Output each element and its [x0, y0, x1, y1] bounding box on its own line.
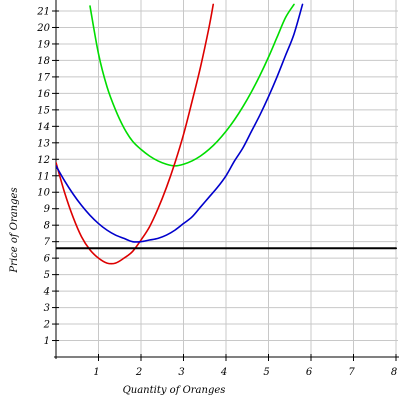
y-tick-label: 13: [37, 138, 50, 149]
x-tick-label: 7: [348, 367, 355, 378]
x-tick-label: 1: [93, 367, 99, 378]
x-tick-label: 5: [263, 367, 269, 378]
y-tick-label: 3: [44, 303, 50, 314]
x-tick-label: 4: [220, 367, 227, 378]
y-tick-label: 11: [37, 171, 50, 182]
red-curve: [56, 3, 215, 265]
y-axis-title: Price of Oranges: [9, 187, 20, 273]
y-tick-label: 7: [44, 237, 51, 248]
y-tick-label: 16: [37, 89, 50, 100]
y-tick-label: 2: [43, 320, 50, 331]
green-curve: [89, 3, 295, 167]
y-tick-label: 8: [44, 221, 50, 232]
y-tick-label: 1: [44, 336, 50, 347]
y-tick-label: 12: [37, 155, 50, 166]
x-tick-label: 2: [135, 367, 142, 378]
y-tick-label: 4: [43, 287, 50, 298]
x-tick-label: 3: [178, 367, 184, 378]
y-tick-label: 18: [37, 56, 50, 67]
y-tick-label: 9: [44, 204, 51, 215]
y-tick-label: 14: [37, 122, 50, 133]
y-tick-label: 6: [44, 254, 51, 265]
x-tick-label: 8: [391, 367, 397, 378]
x-tick-label: 6: [306, 367, 313, 378]
blue-curve: [56, 3, 304, 243]
y-tick-label: 5: [44, 270, 50, 281]
y-tick-label: 10: [37, 188, 50, 199]
series: [56, 3, 397, 265]
axes: [52, 0, 399, 361]
y-tick-label: 15: [37, 105, 50, 116]
x-axis-title: Quantity of Oranges: [123, 385, 226, 396]
y-tick-label: 20: [36, 23, 50, 34]
y-tick-label: 17: [37, 72, 50, 83]
y-tick-label: 19: [37, 39, 50, 50]
grid: [56, 0, 398, 357]
y-tick-label: 21: [36, 7, 50, 18]
